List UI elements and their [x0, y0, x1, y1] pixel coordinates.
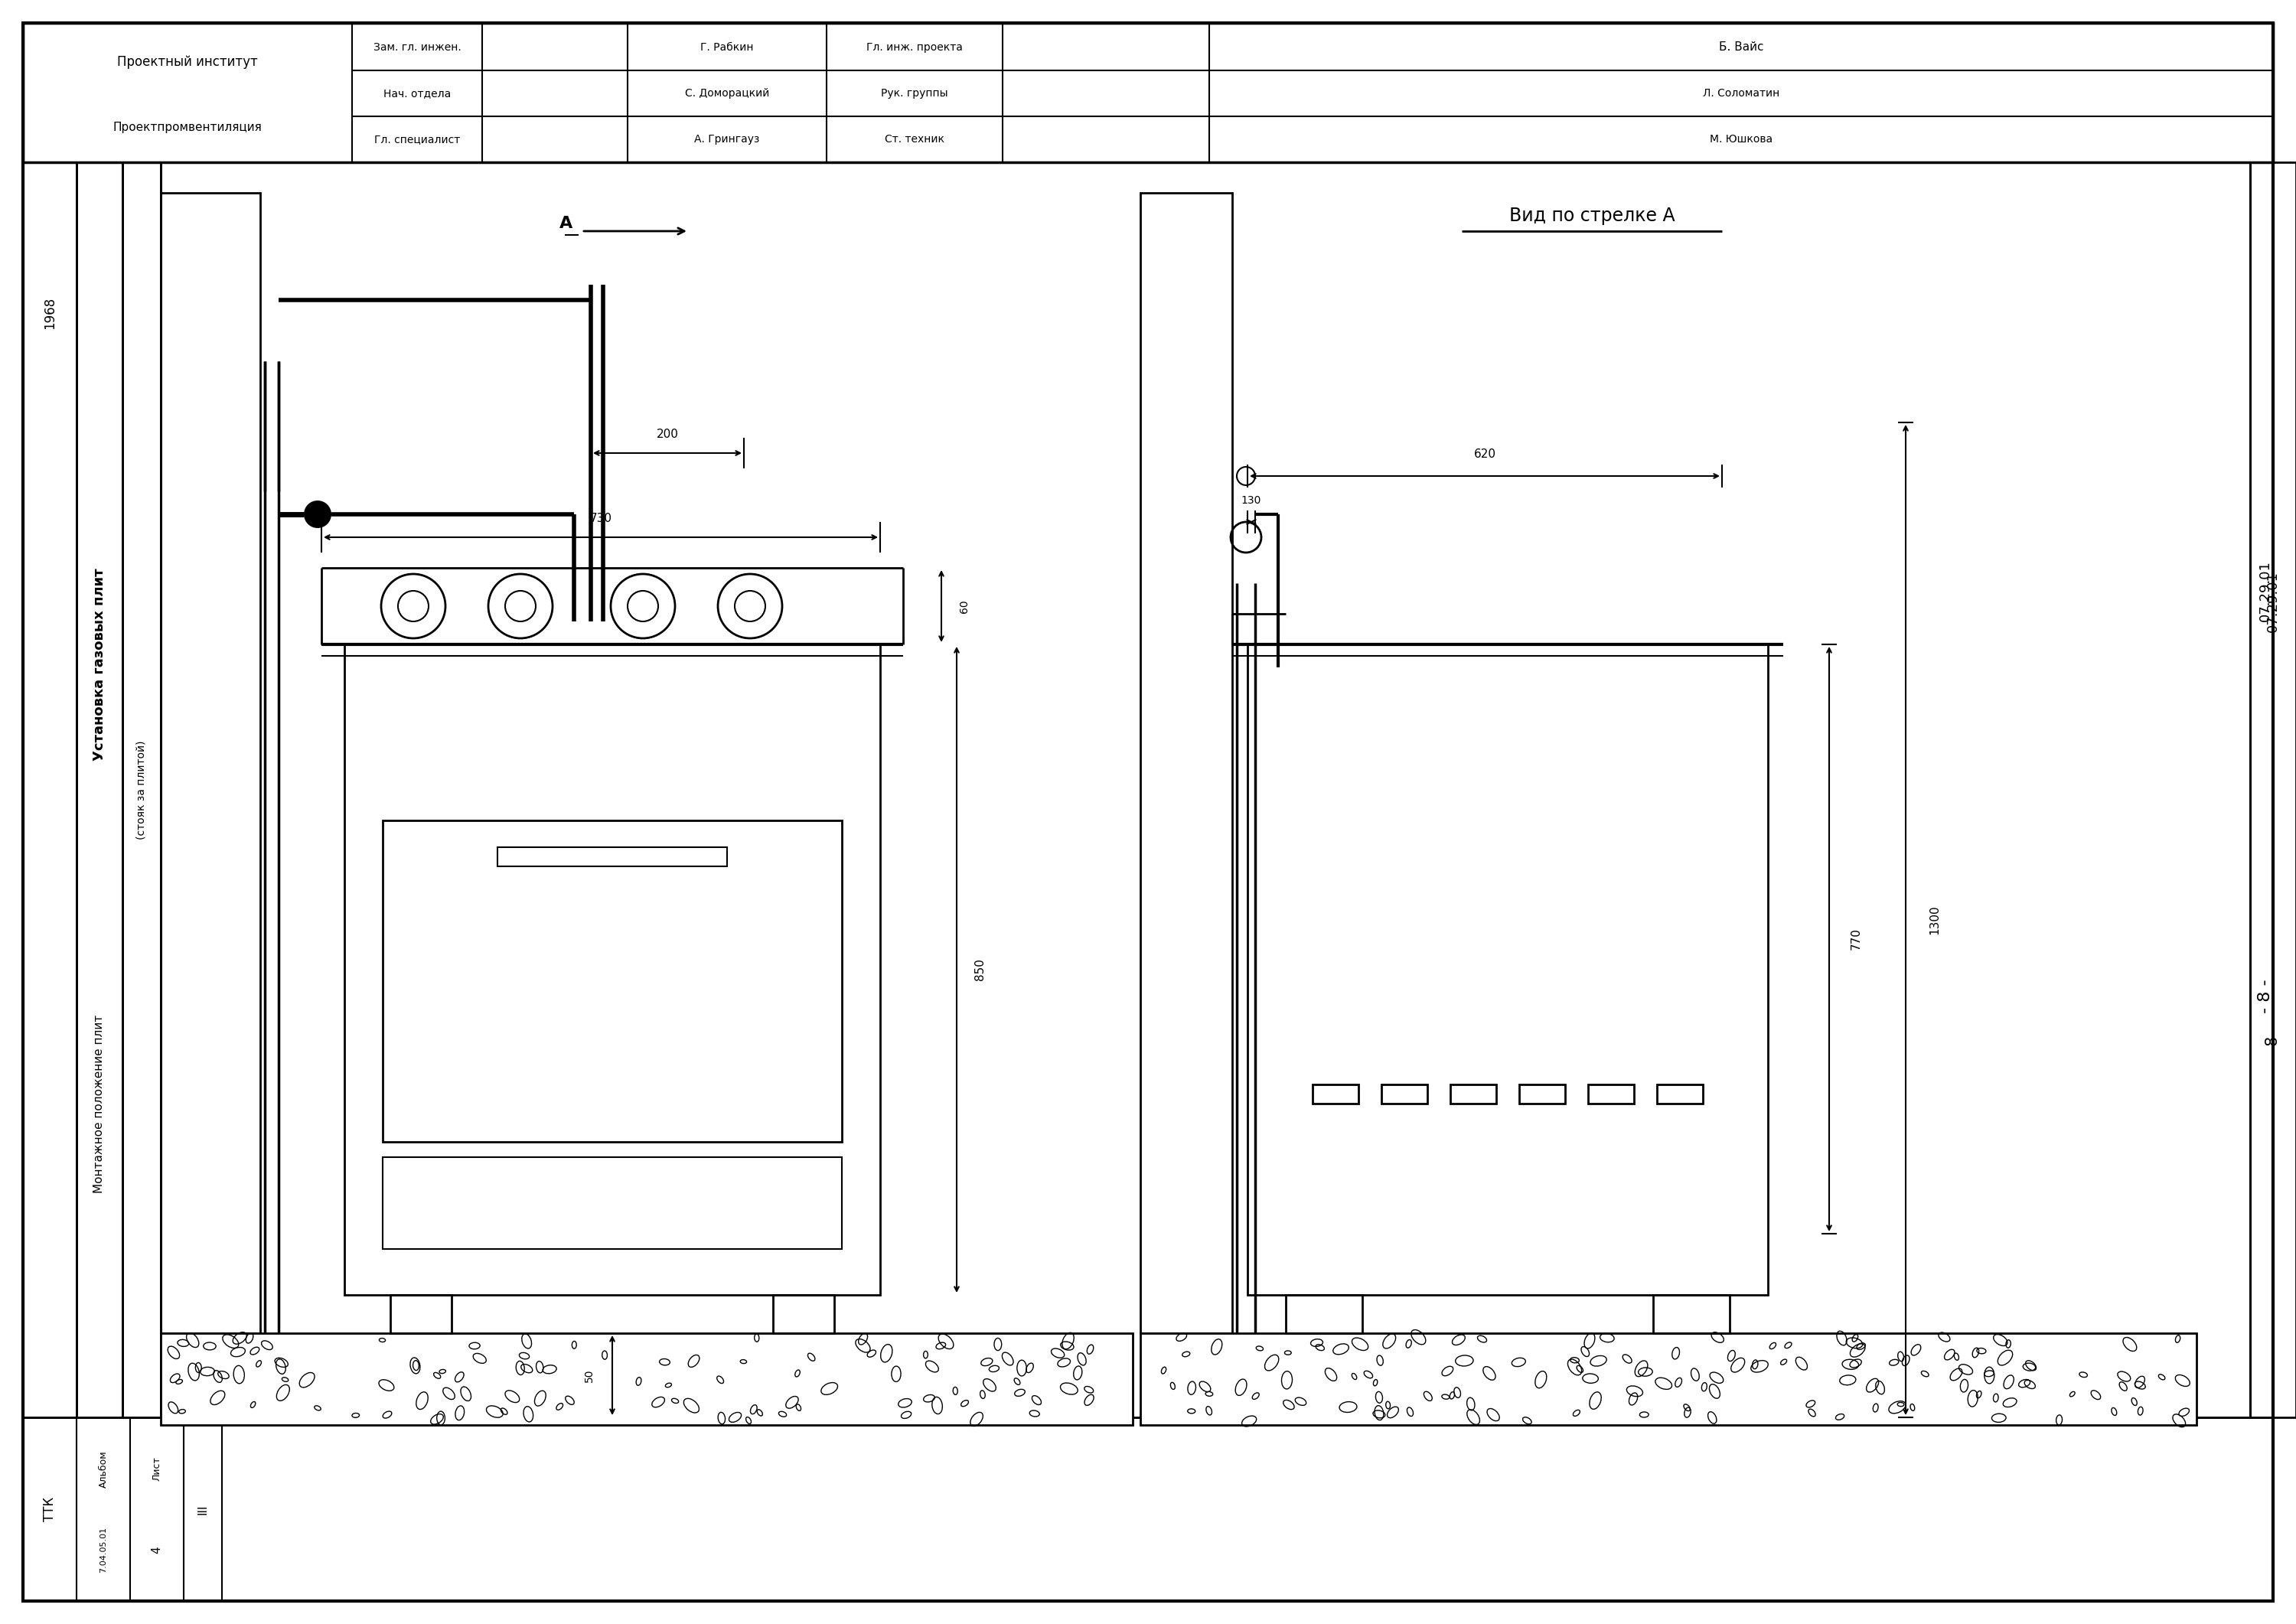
Text: 07.29.01: 07.29.01: [2266, 572, 2280, 632]
Bar: [1653, 1294, 1729, 1333]
Text: - 8 -: - 8 -: [2257, 979, 2273, 1013]
Text: А: А: [560, 216, 574, 231]
Text: 60: 60: [960, 599, 969, 612]
Bar: [1658, 1085, 1704, 1104]
Text: - 8 -: - 8 -: [2266, 1025, 2280, 1057]
Bar: [1247, 645, 1768, 1294]
Text: Зам. гл. инжен.: Зам. гл. инжен.: [374, 42, 461, 54]
Bar: [1141, 1333, 2197, 1424]
Text: Л. Соломатин: Л. Соломатин: [1704, 88, 1779, 99]
Text: 200: 200: [657, 429, 677, 440]
Bar: [23, 23, 2273, 162]
Bar: [498, 848, 728, 866]
Bar: [23, 162, 76, 1418]
Text: А. Грингауз: А. Грингауз: [693, 133, 760, 145]
Bar: [1382, 1085, 1428, 1104]
Bar: [161, 1333, 1132, 1424]
Text: 1968: 1968: [44, 297, 57, 330]
Bar: [122, 162, 161, 1418]
Bar: [1451, 1085, 1497, 1104]
Bar: [1141, 193, 1233, 1333]
Bar: [390, 1294, 452, 1333]
Text: Альбом: Альбом: [99, 1450, 108, 1488]
Text: Нач. отдела: Нач. отдела: [383, 88, 450, 99]
Bar: [161, 1333, 1132, 1424]
Bar: [1286, 1294, 1362, 1333]
Circle shape: [303, 500, 331, 528]
Text: Проектный институт: Проектный институт: [117, 55, 257, 68]
Bar: [23, 1418, 2273, 1601]
Bar: [1589, 1085, 1635, 1104]
Bar: [774, 1294, 833, 1333]
Text: Гл. специалист: Гл. специалист: [374, 133, 459, 145]
Text: 850: 850: [974, 958, 985, 981]
Bar: [344, 645, 879, 1294]
Text: 730: 730: [590, 513, 611, 525]
Bar: [161, 193, 259, 1333]
Text: С. Доморацкий: С. Доморацкий: [684, 88, 769, 99]
Text: (стояк за плитой): (стояк за плитой): [135, 741, 147, 840]
Text: 7.04.05.01: 7.04.05.01: [99, 1527, 108, 1572]
Bar: [161, 193, 259, 1333]
Text: Ст. техник: Ст. техник: [884, 133, 944, 145]
Text: III: III: [197, 1504, 209, 1514]
Bar: [2250, 162, 2296, 1418]
Text: 4: 4: [152, 1546, 163, 1553]
Text: 770: 770: [1851, 927, 1862, 950]
Text: Г. Рабкин: Г. Рабкин: [700, 42, 753, 54]
Text: М. Юшкова: М. Юшкова: [1711, 133, 1773, 145]
Bar: [1141, 193, 1233, 1333]
Bar: [383, 1158, 843, 1249]
Text: Лист: Лист: [152, 1457, 161, 1481]
Text: ТТК: ТТК: [44, 1497, 57, 1522]
Text: Б. Вайс: Б. Вайс: [1720, 42, 1763, 54]
Bar: [383, 820, 843, 1142]
Bar: [76, 162, 122, 1418]
Text: Проектпромвентиляция: Проектпромвентиляция: [113, 122, 262, 133]
Text: 1300: 1300: [1929, 905, 1940, 935]
Text: Монтажное положение плит: Монтажное положение плит: [94, 1015, 106, 1194]
Text: 130: 130: [1242, 495, 1261, 505]
Bar: [1520, 1085, 1566, 1104]
Text: Установка газовых плит: Установка газовых плит: [92, 568, 106, 760]
Text: 07.29.01: 07.29.01: [2259, 560, 2273, 622]
Text: Гл. инж. проекта: Гл. инж. проекта: [866, 42, 962, 54]
Text: 620: 620: [1474, 448, 1497, 460]
Bar: [1313, 1085, 1359, 1104]
Text: Вид по стрелке А: Вид по стрелке А: [1508, 206, 1674, 226]
Bar: [1141, 1333, 2197, 1424]
Bar: [161, 162, 2250, 1418]
Text: 50: 50: [583, 1369, 595, 1382]
Text: Рук. группы: Рук. группы: [882, 88, 948, 99]
